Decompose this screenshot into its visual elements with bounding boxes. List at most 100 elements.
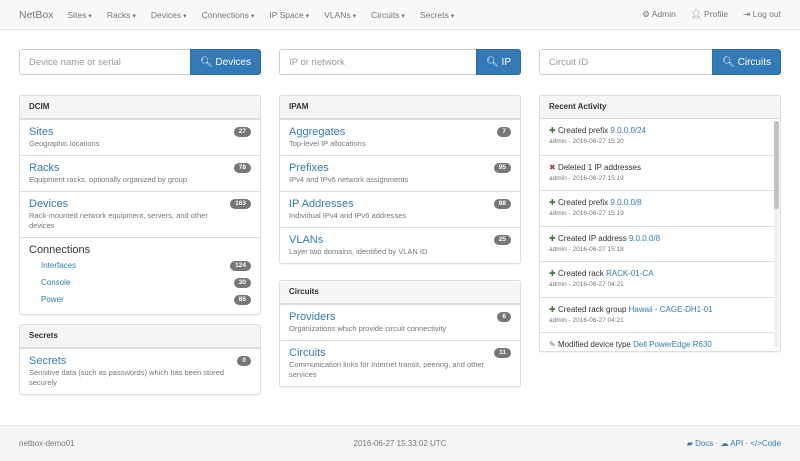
devices-link[interactable]: Devices (29, 198, 69, 210)
power-link[interactable]: Power 86 (29, 291, 251, 308)
list-item-providers: Providers Organizations which provide cir… (280, 304, 520, 340)
secrets-link[interactable]: Secrets (29, 355, 67, 367)
admin-link[interactable]: ⚙ Admin (642, 9, 676, 20)
count-badge: 88 (493, 199, 511, 209)
ip-search-button[interactable]: 🔍︎ IP (476, 49, 521, 75)
list-item-aggregates: Aggregates Top-level IP allocations 7 (280, 119, 520, 155)
scrollbar[interactable] (774, 121, 779, 347)
menu-circuits[interactable]: Circuits (371, 10, 405, 20)
navbar: NetBox Sites Racks Devices Connections I… (0, 0, 800, 30)
item-desc: Geographic locations (29, 139, 100, 148)
server-time: 2016-06-27 15:33:02 UTC (353, 439, 447, 448)
activity-item: ✖ Deleted 1 IP addresses admin - 2016-06-… (540, 154, 780, 191)
pencil-icon: ✎ (549, 340, 556, 349)
count-badge: 95 (493, 163, 511, 173)
hostname: netbox-demo01 (19, 439, 75, 448)
list-item-circuits: Circuits Communication links for Internet… (280, 340, 520, 386)
activity-text: ✚ Created rack group Hawaii - CAGE-DH1-0… (549, 304, 771, 315)
activity-meta: admin - 2016-06-27 15:18 (549, 245, 624, 253)
api-label: API (730, 439, 744, 448)
scrollbar-thumb[interactable] (774, 121, 779, 209)
vlans-link[interactable]: VLANs (289, 234, 324, 246)
activity-list[interactable]: ✚ Created prefix 9.0.0.0/24 admin - 2016-… (540, 119, 780, 351)
dcim-panel: DCIM Sites Geographic locations 27 Racks Eq… (19, 95, 261, 315)
circuit-search: 🔍︎ Circuits (539, 49, 781, 75)
ip-search: 🔍︎ IP (279, 49, 521, 75)
activity-action: Created prefix (557, 126, 609, 135)
user-icon: 👤︎ (690, 9, 702, 19)
footer: netbox-demo01 2016-06-27 15:33:02 UTC ▰ … (0, 425, 800, 461)
activity-text: ✚ Created prefix 9.0.0.0/24 (549, 125, 771, 136)
activity-object-link[interactable]: RACK-01-CA (605, 269, 654, 278)
docs-link[interactable]: ▰ Docs (687, 439, 714, 448)
count-badge: 25 (493, 235, 511, 245)
item-desc: Organizations which provide circuit conn… (289, 324, 447, 333)
link-label: Console (41, 278, 71, 287)
console-link[interactable]: Console 30 (29, 274, 251, 291)
plus-icon: ✚ (549, 269, 556, 278)
code-link[interactable]: </>Code (750, 439, 781, 448)
activity-text: ✚ Created rack RACK-01-CA (549, 268, 771, 279)
device-search-button[interactable]: 🔍︎ Devices (189, 49, 261, 75)
activity-object-link[interactable]: Dell PowerEdge R630 (633, 340, 712, 349)
ip-addresses-link[interactable]: IP Addresses (289, 198, 354, 210)
providers-link[interactable]: Providers (289, 311, 336, 323)
activity-item: ✎ Modified device type Dell PowerEdge R6… (540, 332, 780, 351)
search-icon: 🔍︎ (199, 56, 213, 68)
panel-title: Circuits (280, 281, 520, 304)
api-link[interactable]: ☁ API (721, 439, 744, 448)
activity-object-link[interactable]: 9.0.0.0/8 (628, 233, 661, 243)
ip-search-input[interactable] (279, 49, 477, 75)
profile-link[interactable]: 👤︎ Profile (691, 9, 728, 20)
activity-object-link[interactable]: 9.0.0.0/8 (610, 198, 642, 207)
logout-icon: ⇥ (743, 9, 751, 19)
activity-item: ✚ Created prefix 9.0.0.0/24 admin - 2016-… (540, 119, 780, 155)
brand-logo[interactable]: NetBox (19, 8, 54, 21)
search-icon: 🔍︎ (722, 56, 735, 68)
count-badge: 163 (230, 199, 251, 209)
menu-secrets[interactable]: Secrets (420, 10, 454, 20)
cloud-icon: ☁ (720, 439, 729, 448)
racks-link[interactable]: Racks (29, 162, 60, 174)
recent-activity-panel: Recent Activity ✚ Created prefix 9.0.0.0… (539, 95, 781, 352)
menu-sites[interactable]: Sites (67, 10, 91, 20)
prefixes-link[interactable]: Prefixes (289, 162, 329, 174)
activity-meta: admin - 2016-06-27 15:20 (549, 138, 624, 145)
menu-ip-space[interactable]: IP Space (269, 10, 309, 20)
sites-link[interactable]: Sites (29, 126, 54, 138)
activity-text: ✚ Created prefix 9.0.0.0/8 (549, 197, 771, 208)
item-desc: IPv4 and IPv6 network assignments (289, 175, 409, 184)
menu-devices[interactable]: Devices (151, 10, 187, 20)
item-desc: Top-level IP allocations (289, 139, 366, 148)
menu-vlans[interactable]: VLANs (324, 10, 356, 20)
list-item-secrets: Secrets Sensitive data (such as passwords… (20, 348, 260, 394)
activity-item: ✚ Created rack group Hawaii - CAGE-DH1-0… (540, 296, 780, 333)
menu-connections[interactable]: Connections (202, 10, 255, 20)
activity-item: ✚ Created rack RACK-01-CA admin - 2016-06… (540, 261, 780, 297)
list-item-connections: Connections Interfaces 124 Console 30 Powe… (20, 237, 260, 314)
menu-racks[interactable]: Racks (107, 10, 136, 20)
activity-object-link[interactable]: 9.0.0.0/24 (610, 126, 647, 135)
list-item-racks: Racks Equipment racks, optionally organiz… (20, 155, 260, 191)
activity-action: Created prefix (557, 198, 609, 207)
plus-icon: ✚ (549, 304, 556, 314)
activity-text: ✎ Modified device type Dell PowerEdge R6… (549, 339, 771, 350)
device-search: 🔍︎ Devices (19, 49, 261, 75)
plus-icon: ✚ (549, 198, 556, 207)
book-icon: ▰ (686, 439, 693, 448)
activity-object-link[interactable]: Hawaii - CAGE-DH1-01 (628, 304, 713, 314)
device-search-input[interactable] (19, 49, 190, 75)
circuit-search-button[interactable]: 🔍︎ Circuits (712, 49, 781, 75)
code-label: Code (761, 439, 781, 448)
circuits-link[interactable]: Circuits (289, 347, 326, 359)
activity-action: Deleted 1 IP addresses (557, 162, 641, 172)
count-badge: 30 (233, 278, 251, 288)
interfaces-link[interactable]: Interfaces 124 (29, 257, 251, 274)
logout-link[interactable]: ⇥ Log out (743, 9, 781, 20)
aggregates-link[interactable]: Aggregates (289, 126, 346, 138)
list-item-vlans: VLANs Layer two domains, identified by VL… (280, 227, 520, 263)
activity-action: Created IP address (557, 233, 627, 243)
link-label: Interfaces (41, 261, 77, 270)
button-label: Devices (215, 56, 251, 68)
circuit-search-input[interactable] (539, 49, 713, 75)
